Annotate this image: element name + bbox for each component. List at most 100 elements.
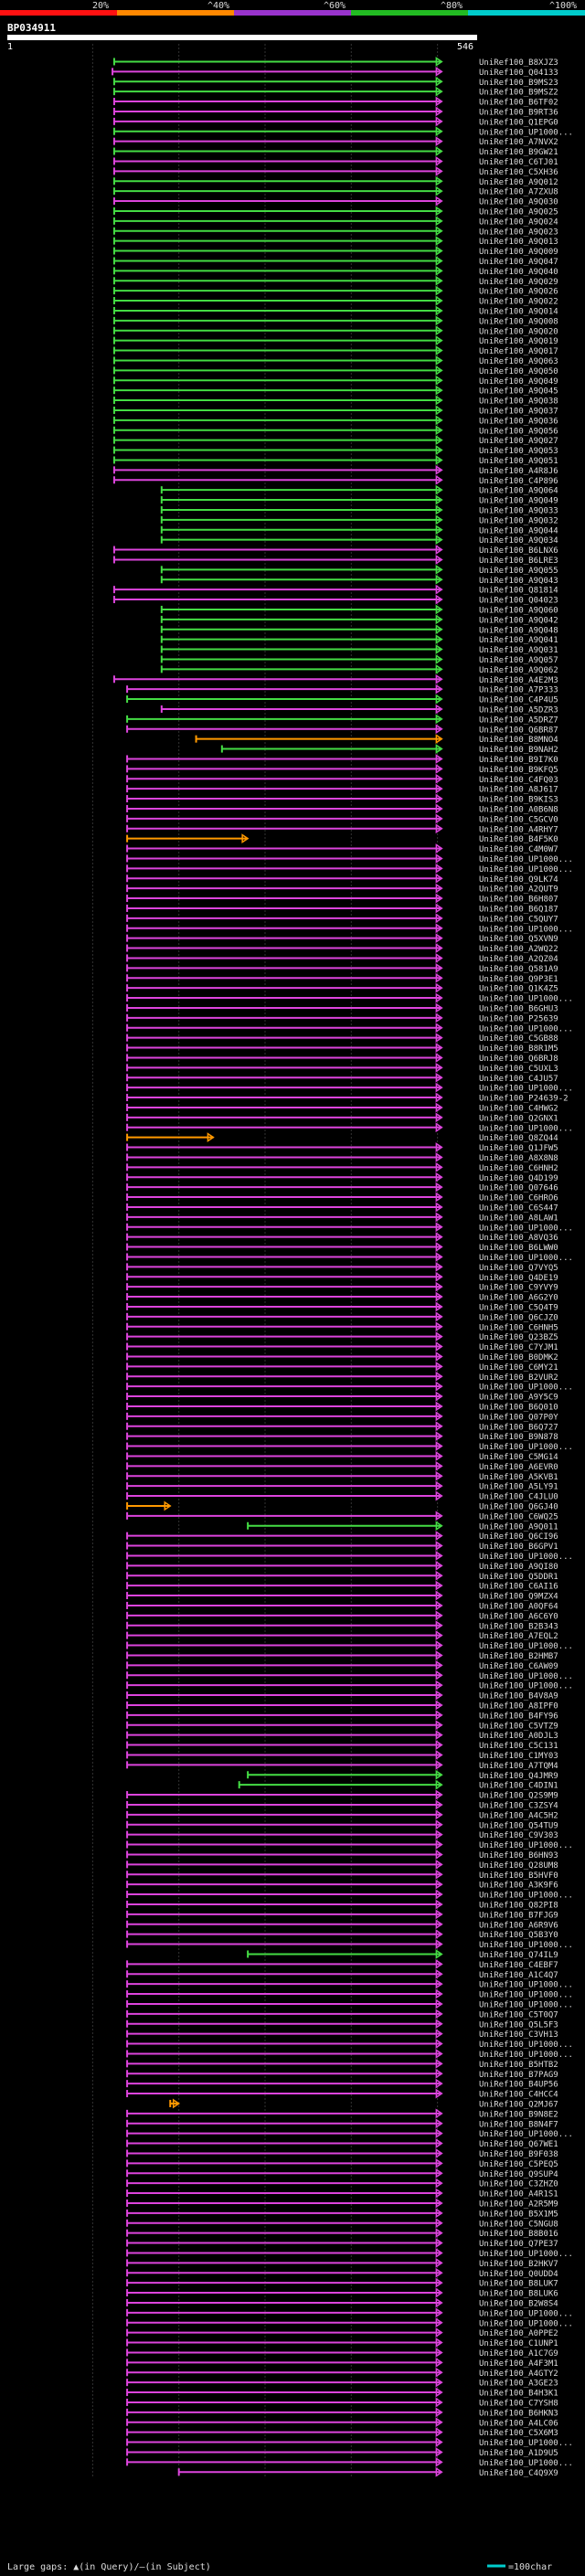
hit-label[interactable]: UniRef100_A4C5H2 bbox=[479, 1811, 558, 1820]
hit-label[interactable]: UniRef100_A9Q017 bbox=[479, 347, 558, 356]
hit-label[interactable]: UniRef100_A9Q026 bbox=[479, 288, 558, 297]
hit-row[interactable]: UniRef100_C6AI16 bbox=[126, 1580, 558, 1592]
hit-row[interactable]: UniRef100_C6WQ25 bbox=[126, 1511, 558, 1522]
hit-label[interactable]: UniRef100_Q6BRJ8 bbox=[479, 1055, 558, 1064]
hit-row[interactable]: UniRef100_C5GCV0 bbox=[126, 813, 558, 825]
hit-row[interactable]: UniRef100_A9Q056 bbox=[112, 425, 558, 437]
hit-label[interactable]: UniRef100_UP1000... bbox=[479, 1682, 573, 1691]
hit-row[interactable]: UniRef100_B2W8S4 bbox=[126, 2297, 558, 2309]
hit-row[interactable]: UniRef100_C5T0Q7 bbox=[126, 2009, 558, 2020]
hit-label[interactable]: UniRef100_B4FY96 bbox=[479, 1712, 558, 1721]
hit-label[interactable]: UniRef100_Q0UDD4 bbox=[479, 2270, 558, 2279]
hit-row[interactable]: UniRef100_A7TQM4 bbox=[126, 1759, 558, 1771]
hit-row[interactable]: UniRef100_A4E2M3 bbox=[112, 673, 558, 685]
hit-label[interactable]: UniRef100_UP1000... bbox=[479, 1085, 573, 1094]
hit-row[interactable]: UniRef100_Q4JMR9 bbox=[247, 1769, 558, 1781]
hit-label[interactable]: UniRef100_A6C6Y0 bbox=[479, 1612, 558, 1621]
hit-label[interactable]: UniRef100_UP1000... bbox=[479, 1642, 573, 1651]
hit-row[interactable]: UniRef100_A6EVR0 bbox=[126, 1460, 558, 1472]
hit-label[interactable]: UniRef100_A9Q036 bbox=[479, 417, 558, 426]
hit-label[interactable]: UniRef100_UP1000... bbox=[479, 1672, 573, 1681]
hit-row[interactable]: UniRef100_Q04133 bbox=[112, 66, 558, 78]
hit-label[interactable]: UniRef100_UP1000... bbox=[479, 2439, 573, 2448]
hit-label[interactable]: UniRef100_C3ZHZ0 bbox=[479, 2180, 558, 2189]
hit-label[interactable]: UniRef100_A9Q060 bbox=[479, 606, 558, 615]
hit-row[interactable]: UniRef100_C5UXL3 bbox=[126, 1062, 558, 1074]
hit-label[interactable]: UniRef100_C6MY21 bbox=[479, 1363, 558, 1373]
hit-row[interactable]: UniRef100_A9Y5C9 bbox=[126, 1391, 558, 1403]
hit-row[interactable]: UniRef100_A1C4Q7 bbox=[126, 1968, 558, 1980]
hit-row[interactable]: UniRef100_C4P896 bbox=[112, 474, 558, 486]
hit-row[interactable]: UniRef100_Q07646 bbox=[126, 1182, 558, 1193]
hit-row[interactable]: UniRef100_A1C7G9 bbox=[126, 2348, 558, 2359]
hit-label[interactable]: UniRef100_B9I7K0 bbox=[479, 756, 558, 765]
hit-label[interactable]: UniRef100_A9Q041 bbox=[479, 636, 558, 645]
hit-row[interactable]: UniRef100_C1UNP1 bbox=[126, 2337, 558, 2349]
hit-row[interactable]: UniRef100_B8B016 bbox=[126, 2228, 558, 2240]
hit-row[interactable]: UniRef100_Q7VYQ5 bbox=[126, 1261, 558, 1273]
hit-label[interactable]: UniRef100_Q9MZX4 bbox=[479, 1593, 558, 1602]
hit-row[interactable]: UniRef100_A9Q060 bbox=[160, 604, 558, 616]
hit-row[interactable]: UniRef100_A7EQL2 bbox=[126, 1630, 558, 1642]
hit-row[interactable]: UniRef100_C6TJ01 bbox=[112, 156, 558, 167]
hit-row[interactable]: UniRef100_P25639 bbox=[126, 1012, 558, 1024]
hit-label[interactable]: UniRef100_A9Q023 bbox=[479, 228, 558, 237]
hit-label[interactable]: UniRef100_C4HWG2 bbox=[479, 1104, 558, 1113]
hit-row[interactable]: UniRef100_C9V303 bbox=[126, 1829, 558, 1841]
hit-row[interactable]: UniRef100_UP1000... bbox=[112, 126, 573, 138]
hit-label[interactable]: UniRef100_B6LWW0 bbox=[479, 1244, 558, 1253]
hit-label[interactable]: UniRef100_A9Q024 bbox=[479, 217, 558, 227]
hit-label[interactable]: UniRef100_C5MG14 bbox=[479, 1453, 558, 1462]
hit-row[interactable]: UniRef100_A2R5M9 bbox=[126, 2198, 558, 2210]
hit-row[interactable]: UniRef100_Q581A9 bbox=[126, 962, 558, 974]
hit-row[interactable]: UniRef100_C5QUY7 bbox=[126, 913, 558, 925]
hit-label[interactable]: UniRef100_Q581A9 bbox=[479, 965, 558, 974]
hit-row[interactable]: UniRef100_B9RT36 bbox=[112, 106, 558, 118]
hit-row[interactable]: UniRef100_C5XH36 bbox=[112, 165, 558, 177]
hit-row[interactable]: UniRef100_A4F3M1 bbox=[126, 2357, 558, 2369]
hit-label[interactable]: UniRef100_B9KIS3 bbox=[479, 796, 558, 805]
hit-row[interactable]: UniRef100_A1D9U5 bbox=[126, 2447, 558, 2458]
hit-label[interactable]: UniRef100_Q2S9M9 bbox=[479, 1792, 558, 1801]
hit-label[interactable]: UniRef100_A9Q048 bbox=[479, 626, 558, 635]
hit-label[interactable]: UniRef100_UP1000... bbox=[479, 1892, 573, 1901]
hit-label[interactable]: UniRef100_C9V303 bbox=[479, 1831, 558, 1840]
hit-label[interactable]: UniRef100_C4EBF7 bbox=[479, 1961, 558, 1970]
hit-label[interactable]: UniRef100_Q74IL9 bbox=[479, 1951, 558, 1960]
hit-row[interactable]: UniRef100_A9Q043 bbox=[160, 574, 558, 586]
hit-label[interactable]: UniRef100_Q2MJ67 bbox=[479, 2100, 558, 2109]
hit-label[interactable]: UniRef100_B9N8E2 bbox=[479, 2110, 558, 2119]
hit-label[interactable]: UniRef100_A9Q030 bbox=[479, 198, 558, 207]
hit-row[interactable]: UniRef100_C5X6M3 bbox=[126, 2427, 558, 2439]
hit-label[interactable]: UniRef100_UP1000... bbox=[479, 2130, 573, 2139]
hit-label[interactable]: UniRef100_C3ZSY4 bbox=[479, 1801, 558, 1810]
hit-row[interactable]: UniRef100_B6GPV1 bbox=[126, 1541, 558, 1553]
hit-label[interactable]: UniRef100_B4V8A9 bbox=[479, 1692, 558, 1701]
hit-row[interactable]: UniRef100_UP1000... bbox=[126, 1381, 573, 1393]
hit-label[interactable]: UniRef100_Q6CJZ0 bbox=[479, 1313, 558, 1322]
hit-row[interactable]: UniRef100_C5C131 bbox=[126, 1740, 558, 1752]
hit-row[interactable]: UniRef100_UP1000... bbox=[126, 2039, 573, 2051]
hit-row[interactable]: UniRef100_UP1000... bbox=[126, 1640, 573, 1652]
hit-row[interactable]: UniRef100_A8IPF0 bbox=[126, 1700, 558, 1712]
hit-row[interactable]: UniRef100_B6HKN3 bbox=[126, 2407, 558, 2419]
hit-row[interactable]: UniRef100_B0DMK2 bbox=[126, 1352, 558, 1362]
hit-label[interactable]: UniRef100_A8X8N8 bbox=[479, 1154, 558, 1163]
hit-row[interactable]: UniRef100_A9Q055 bbox=[160, 564, 558, 576]
hit-label[interactable]: UniRef100_C6S447 bbox=[479, 1203, 558, 1213]
hit-label[interactable]: UniRef100_B7PAG9 bbox=[479, 2071, 558, 2080]
hit-label[interactable]: UniRef100_Q4D199 bbox=[479, 1174, 558, 1183]
hit-label[interactable]: UniRef100_B2W8S4 bbox=[479, 2299, 558, 2308]
hit-label[interactable]: UniRef100_C4JLU0 bbox=[479, 1493, 558, 1502]
hit-row[interactable]: UniRef100_A6R9V6 bbox=[126, 1919, 558, 1931]
hit-row[interactable]: UniRef100_Q81814 bbox=[112, 584, 558, 596]
hit-label[interactable]: UniRef100_A2R5M9 bbox=[479, 2200, 558, 2209]
hit-label[interactable]: UniRef100_C6TJ01 bbox=[479, 158, 558, 167]
hit-row[interactable]: UniRef100_A9Q044 bbox=[160, 525, 558, 536]
hit-row[interactable]: UniRef100_A9Q045 bbox=[112, 385, 558, 397]
hit-label[interactable]: UniRef100_A6R9V6 bbox=[479, 1921, 558, 1930]
hit-label[interactable]: UniRef100_Q5XVN9 bbox=[479, 935, 558, 944]
hit-row[interactable]: UniRef100_Q82PI8 bbox=[126, 1899, 558, 1911]
hit-label[interactable]: UniRef100_C5UXL3 bbox=[479, 1065, 558, 1074]
hit-label[interactable]: UniRef100_A9Q063 bbox=[479, 357, 558, 366]
